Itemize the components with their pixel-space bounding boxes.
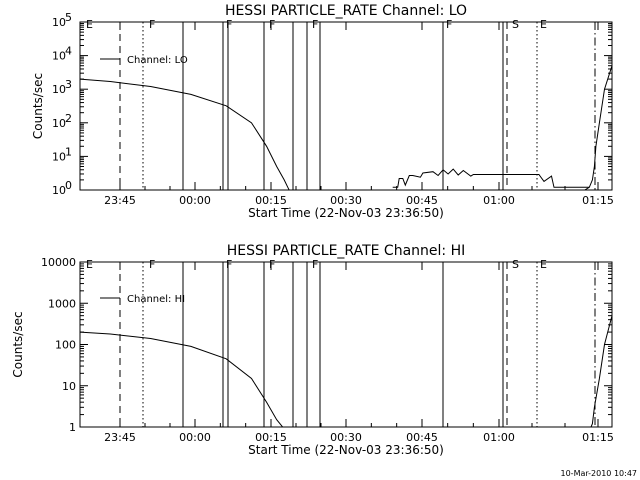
flag-label: S (512, 18, 519, 31)
flag-label: F (312, 258, 318, 271)
x-tick-label: 00:15 (255, 431, 287, 444)
data-series-line (80, 78, 290, 190)
flag-label: F (269, 258, 275, 271)
flag-label: E (540, 258, 547, 271)
x-tick-label: 00:00 (179, 431, 211, 444)
y-tick-exponent: 3 (65, 78, 72, 91)
legend-label: Channel: LO (127, 55, 188, 66)
y-tick-label: 10 (52, 150, 66, 163)
data-series-line (80, 331, 284, 427)
x-tick-label: 01:00 (483, 194, 515, 207)
y-tick-label: 10 (52, 16, 66, 29)
x-axis-label: Start Time (22-Nov-03 23:36:50) (248, 206, 444, 220)
x-tick-label: 23:45 (104, 194, 136, 207)
flag-label: F (312, 18, 318, 31)
y-axis-label: Counts/sec (11, 311, 25, 377)
footer-timestamp: 10-Mar-2010 10:47 (561, 469, 638, 478)
y-tick-label: 10 (52, 83, 66, 96)
data-series-line (392, 168, 590, 188)
chart-title: HESSI PARTICLE_RATE Channel: HI (227, 243, 465, 259)
y-tick-label: 1000 (48, 297, 76, 310)
x-tick-label: 00:00 (179, 194, 211, 207)
x-tick-label: 01:15 (582, 194, 614, 207)
y-tick-label: 10 (52, 117, 66, 130)
flag-label: E (86, 18, 93, 31)
y-tick-label: 10 (52, 184, 66, 197)
y-tick-label: 1 (69, 421, 76, 434)
flag-label: F (226, 258, 232, 271)
flag-label: E (86, 258, 93, 271)
y-tick-exponent: 4 (65, 45, 72, 58)
flag-label: S (512, 258, 519, 271)
y-tick-exponent: 1 (65, 145, 72, 158)
y-tick-label: 10 (62, 380, 76, 393)
x-tick-label: 23:45 (104, 431, 136, 444)
x-tick-label: 00:45 (406, 431, 438, 444)
x-tick-label: 00:30 (330, 194, 362, 207)
flag-label: F (149, 18, 155, 31)
x-tick-label: 01:00 (483, 431, 515, 444)
y-tick-exponent: 2 (65, 112, 72, 125)
plot-frame (79, 21, 613, 191)
legend-label: Channel: HI (127, 294, 185, 305)
flag-label: F (269, 18, 275, 31)
flag-label: F (446, 18, 452, 31)
data-series-line (590, 314, 612, 427)
x-axis-label: Start Time (22-Nov-03 23:36:50) (248, 443, 444, 457)
panel-hi: HESSI PARTICLE_RATE Channel: HI E F F F F S E 23… (11, 243, 614, 457)
y-tick-label: 10000 (41, 256, 76, 269)
flag-label: F (226, 18, 232, 31)
y-tick-exponent: 5 (65, 11, 72, 24)
flag-label: E (540, 18, 547, 31)
x-tick-label: 01:15 (582, 431, 614, 444)
plot-frame (79, 261, 613, 428)
y-tick-label: 100 (55, 339, 76, 352)
chart-title: HESSI PARTICLE_RATE Channel: LO (225, 3, 467, 19)
x-tick-label: 00:15 (255, 194, 287, 207)
panel-lo: HESSI PARTICLE_RATE Channel: LO E F F F F F S E 2… (31, 3, 614, 220)
x-tick-label: 00:30 (330, 431, 362, 444)
y-tick-label: 10 (52, 50, 66, 63)
flag-label: F (149, 258, 155, 271)
x-tick-label: 00:45 (406, 194, 438, 207)
y-tick-exponent: 0 (65, 179, 72, 192)
y-axis-label: Counts/sec (31, 73, 45, 139)
data-series-line (583, 65, 612, 190)
